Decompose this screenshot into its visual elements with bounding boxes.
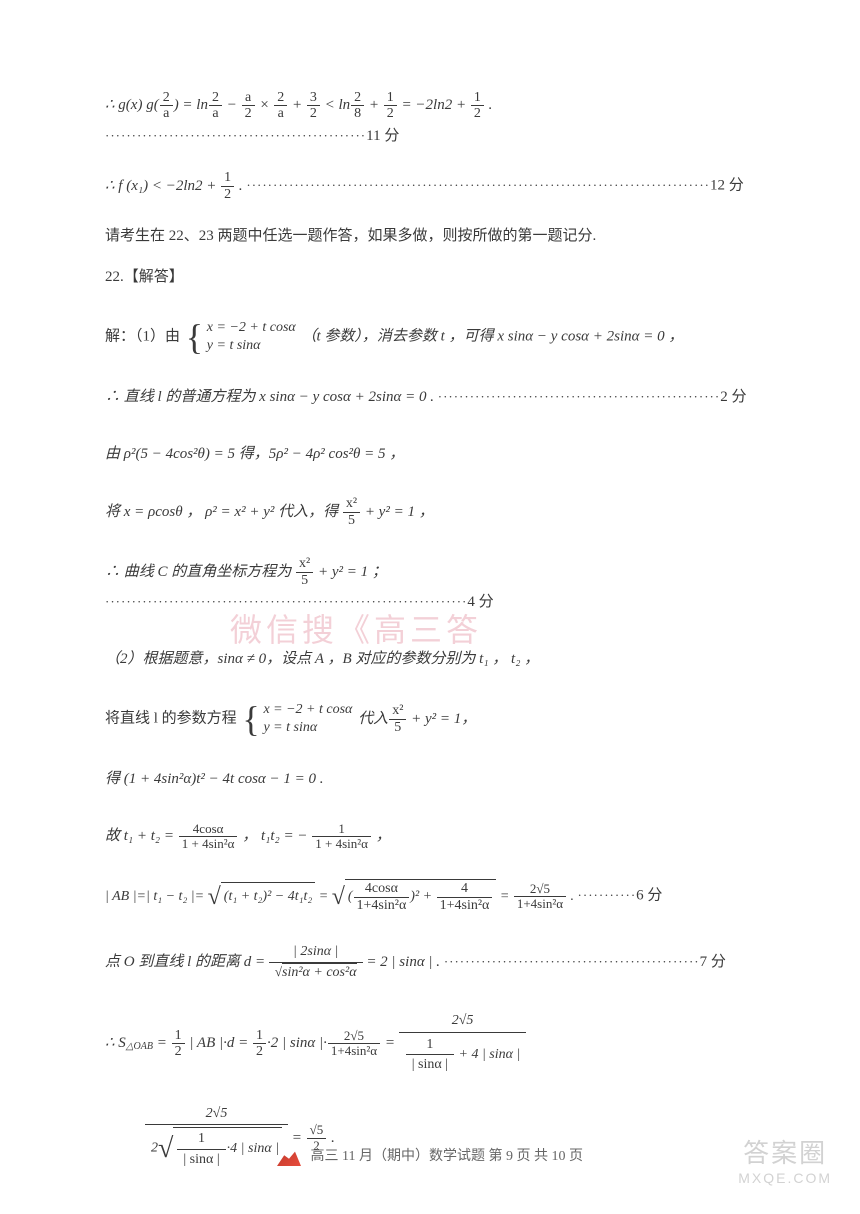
brace-icon: {	[186, 323, 203, 352]
solution-line-16: ∴ S△OAB = 12 | AB |·d = 12·2 | sinα |·2√…	[105, 1011, 760, 1076]
equation-line-2: ∴ f (x₁) < −2ln2 + 12 . ················…	[105, 170, 760, 202]
score-11: 11 分	[366, 128, 399, 144]
dots: ········································…	[246, 178, 710, 193]
solution-line-10: （2）根据题意，sinα ≠ 0，设点 A ，B 对应的参数分别为 t₁ ， t…	[105, 645, 760, 674]
equation-line-1: ∴ g(x) g(2a) = ln2a − a2 × 2a + 32 < ln2…	[105, 90, 760, 150]
solution-line-12: 得 (1 + 4sin²α)t² − 4t cosα − 1 = 0 .	[105, 765, 760, 794]
solution-line-5: 解：（1）由 { x = −2 + t cosα y = t sinα （t 参…	[105, 319, 760, 355]
solution-line-15: 点 O 到直线 l 的距离 d = | 2sinα |√sin²α + cos²…	[105, 942, 760, 983]
footer-flag-icon	[277, 1148, 301, 1166]
question-22-header: 22.【解答】	[105, 263, 760, 292]
q22-label: 22.【解答】	[105, 269, 184, 285]
footer-text: 高三 11 月（期中）数学试题 第 9 页 共 10 页	[311, 1149, 583, 1164]
score-12: 12 分	[710, 178, 744, 194]
instruction-text: 请考生在 22、23 两题中任选一题作答，如果多做，则按所做的第一题记分.	[105, 228, 596, 244]
solution-line-14: | AB |=| t₁ − t₂ |= √(t₁ + t₂)² − 4t₁t₂ …	[105, 879, 760, 914]
solution-line-7: 由 ρ²(5 − 4cos²θ) = 5 得，5ρ² − 4ρ² cos²θ =…	[105, 440, 760, 469]
solution-line-8: 将 x = ρcosθ ， ρ² = x² + y² 代入，得 x²5 + y²…	[105, 496, 760, 528]
brace-icon: {	[242, 705, 259, 734]
corner-watermark: 答案圈 MXQE.COM	[738, 1133, 832, 1186]
page-footer: 高三 11 月（期中）数学试题 第 9 页 共 10 页	[0, 1145, 860, 1166]
l1-prefix: ∴ g(x) g(	[105, 97, 159, 113]
score-4: 4 分	[467, 594, 493, 610]
dots: ········································…	[105, 128, 366, 143]
score-2: 2 分	[720, 389, 746, 405]
solution-line-6: ∴ 直线 l 的普通方程为 x sinα − y cosα + 2sinα = …	[105, 383, 760, 412]
instruction-line: 请考生在 22、23 两题中任选一题作答，如果多做，则按所做的第一题记分.	[105, 222, 760, 251]
corner-wm-en: MXQE.COM	[738, 1170, 832, 1186]
solution-line-11: 将直线 l 的参数方程 { x = −2 + t cosα y = t sinα…	[105, 701, 760, 737]
score-7: 7 分	[700, 954, 726, 970]
solution-line-9: ∴ 曲线 C 的直角坐标方程为 x²5 + y² = 1 ； ·········…	[105, 556, 760, 616]
score-6: 6 分	[636, 888, 662, 904]
solution-line-13: 故 t₁ + t₂ = 4cosα1 + 4sin²α ， t₁t₂ = − 1…	[105, 822, 760, 852]
corner-wm-cn: 答案圈	[738, 1133, 832, 1170]
